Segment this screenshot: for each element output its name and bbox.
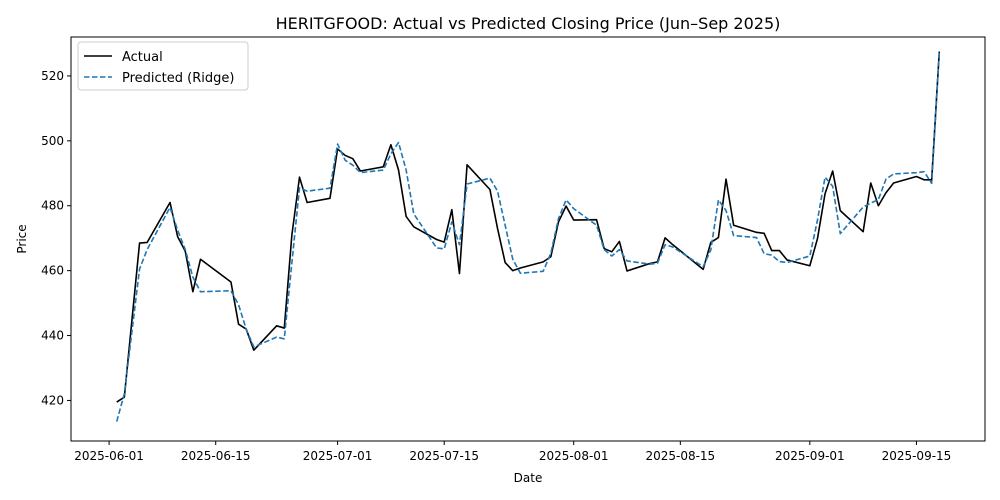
axes-frame	[70, 36, 986, 442]
legend-label-predicted: Predicted (Ridge)	[122, 71, 234, 86]
x-axis-ticks: 2025-06-01 2025-06-15 2025-07-01 2025-07-15…	[74, 441, 951, 463]
y-axis-ticks: 420 440 460 480 500 520	[41, 69, 71, 407]
x-tick-label: 2025-09-15	[882, 449, 952, 463]
x-tick-label: 2025-06-15	[181, 449, 251, 463]
y-tick-label: 460	[41, 264, 64, 278]
y-tick-label: 420	[41, 393, 64, 407]
y-tick-label: 500	[41, 134, 64, 148]
series-layer	[115, 51, 941, 422]
x-tick-label: 2025-06-01	[74, 449, 144, 463]
y-tick-label: 480	[41, 199, 64, 213]
legend-box	[77, 41, 249, 91]
chart-title: HERITGFOOD: Actual vs Predicted Closing …	[276, 14, 781, 33]
legend-label-actual: Actual	[122, 50, 163, 65]
x-tick-label: 2025-07-01	[303, 449, 373, 463]
x-tick-label: 2025-08-01	[539, 449, 609, 463]
y-axis-label: Price	[15, 224, 29, 253]
y-tick-label: 440	[41, 329, 64, 343]
series-line-actual	[116, 51, 941, 403]
plot-area	[70, 36, 986, 442]
x-tick-label: 2025-08-15	[645, 449, 715, 463]
legend: Actual Predicted (Ridge)	[77, 41, 249, 91]
x-axis-label: Date	[514, 471, 543, 485]
y-tick-label: 520	[41, 69, 64, 83]
x-tick-label: 2025-07-15	[409, 449, 479, 463]
series-line-predicted	[115, 52, 941, 422]
x-tick-label: 2025-09-01	[775, 449, 845, 463]
